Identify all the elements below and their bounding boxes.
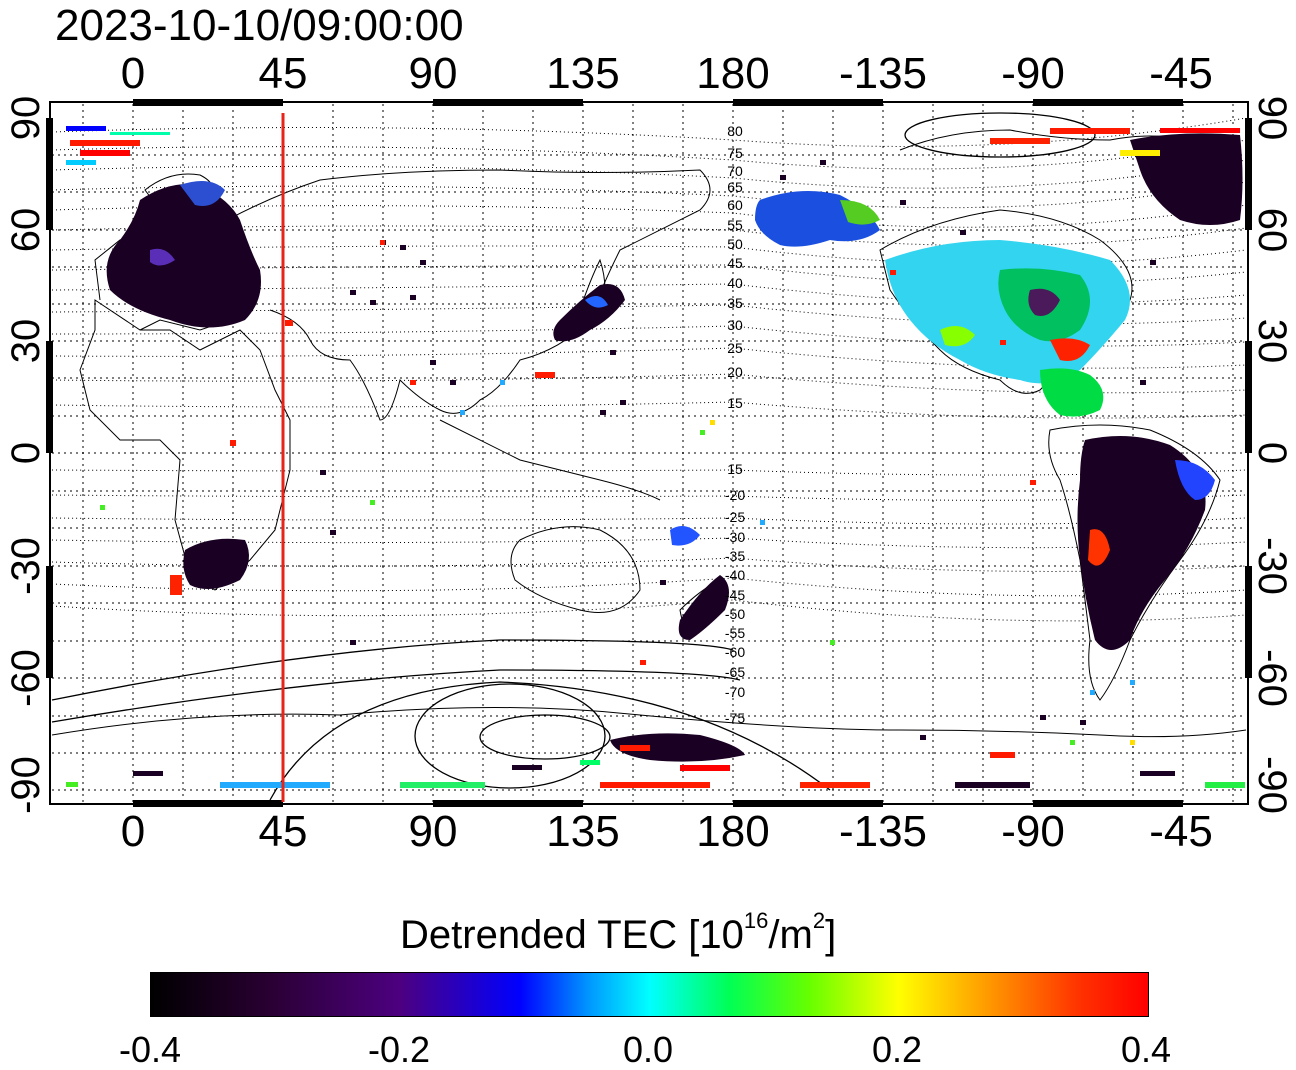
colorbar-tick: 0.4 — [1120, 1029, 1172, 1070]
contour-label: 50 — [727, 236, 743, 252]
tec-map — [46, 99, 1252, 807]
contour-label: 15 — [727, 461, 743, 477]
lon-tick-bottom-5: -135 — [838, 807, 928, 856]
lon-tick-top-5: -135 — [838, 49, 928, 98]
southern-pole-contours — [51, 112, 1096, 801]
lon-tick-top-1: 45 — [258, 49, 308, 98]
axis-bars — [46, 99, 1252, 807]
colorbar — [150, 972, 1149, 1017]
contour-label: 80 — [727, 123, 743, 139]
timestamp-title: 2023-10-10/09:00:00 — [55, 1, 464, 50]
lon-tick-bottom-4: 180 — [696, 807, 770, 856]
lon-tick-top-6: -90 — [1001, 49, 1065, 98]
contour-label: 15 — [727, 395, 743, 411]
lon-tick-bottom-7: -45 — [1149, 807, 1213, 856]
contour-label: -45 — [724, 587, 746, 603]
contour-label: -40 — [724, 567, 746, 583]
colorbar-tick: 0.0 — [622, 1029, 674, 1070]
lon-tick-top-0: 0 — [120, 49, 146, 98]
contour-label: 65 — [727, 179, 743, 195]
contour-label: 55 — [727, 217, 743, 233]
lon-tick-bottom-2: 90 — [408, 807, 458, 856]
colorbar-tick: -0.2 — [367, 1029, 431, 1070]
contour-label: -60 — [724, 644, 746, 660]
contour-label: -70 — [724, 684, 746, 700]
contour-label: 25 — [727, 340, 743, 356]
contour-label: 70 — [727, 163, 743, 179]
contour-label: 60 — [727, 197, 743, 213]
lon-tick-bottom-3: 135 — [546, 807, 620, 856]
lon-tick-bottom-0: 0 — [120, 807, 146, 856]
colorbar-title: Detrended TEC [1016/m2] — [400, 908, 837, 958]
lon-tick-top-4: 180 — [696, 49, 770, 98]
colorbar-tick: -0.4 — [118, 1029, 182, 1070]
grid-lines — [52, 104, 1246, 802]
contour-label: -25 — [724, 509, 746, 525]
contour-label: -55 — [724, 625, 746, 641]
lon-tick-top-2: 90 — [408, 49, 458, 98]
contour-label: -20 — [724, 487, 746, 503]
contour-label: -75 — [724, 710, 746, 726]
contour-label: 40 — [727, 275, 743, 291]
contour-label: 35 — [727, 295, 743, 311]
tec-data-patches — [66, 126, 1245, 788]
contour-label: 45 — [727, 255, 743, 271]
contour-label: -35 — [724, 548, 746, 564]
lon-tick-top-7: -45 — [1149, 49, 1213, 98]
lon-tick-bottom-1: 45 — [258, 807, 308, 856]
colorbar-tick: 0.2 — [871, 1029, 923, 1070]
contour-label: -50 — [724, 606, 746, 622]
contour-label: -30 — [724, 529, 746, 545]
lon-tick-top-3: 135 — [546, 49, 620, 98]
contour-label: 75 — [727, 145, 743, 161]
contour-label: 20 — [727, 364, 743, 380]
contour-label: -65 — [724, 664, 746, 680]
contour-label: 30 — [727, 317, 743, 333]
lon-tick-bottom-6: -90 — [1001, 807, 1065, 856]
